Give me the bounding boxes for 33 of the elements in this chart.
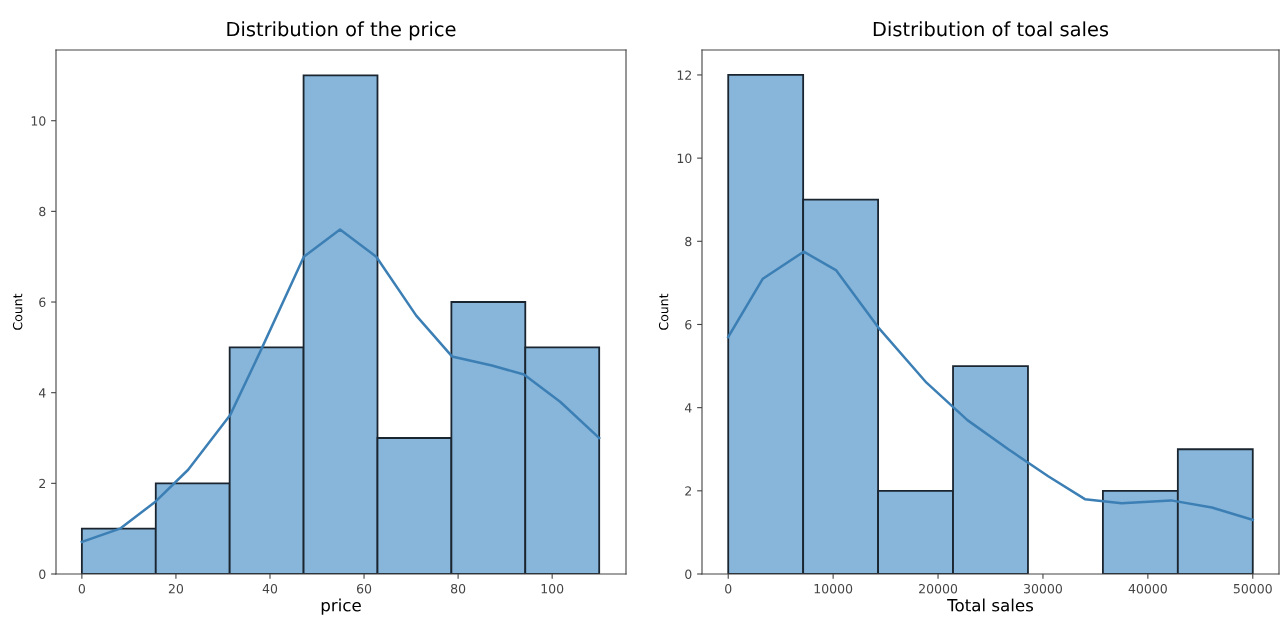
y-axis-title: Count — [12, 293, 23, 330]
x-tick-label: 30000 — [1024, 583, 1063, 594]
y-tick-label: 4 — [38, 388, 46, 398]
x-axis-title: price — [321, 598, 361, 615]
x-axis-title: Total sales — [947, 598, 1034, 612]
x-tick-label: 80 — [451, 583, 466, 594]
line-series — [726, 250, 1255, 522]
x-tick-label: 10000 — [814, 583, 853, 594]
y-tick-label: 0 — [685, 569, 692, 579]
chart-title: Distribution of toal sales — [873, 21, 1109, 37]
y-tick-label: 2 — [39, 478, 46, 489]
y-tick-label: 8 — [39, 206, 46, 217]
y-tick-label: 10 — [31, 116, 46, 126]
x-tick-label: 100 — [541, 583, 564, 594]
y-tick-label: 6 — [685, 319, 692, 330]
y-tick-label: 4 — [684, 403, 692, 413]
x-tick-label: 0 — [725, 583, 732, 594]
y-axis-title: Count — [658, 293, 669, 330]
y-tick-label: 12 — [677, 70, 692, 80]
x-tick-label: 50000 — [1233, 583, 1272, 594]
x-tick-label: 40000 — [1128, 583, 1167, 594]
x-tick-label: 20000 — [919, 583, 958, 594]
x-tick-label: 60 — [356, 583, 372, 594]
y-tick-label: 6 — [39, 297, 46, 307]
x-tick-label: 0 — [78, 583, 86, 594]
x-tick-label: 40 — [262, 583, 278, 594]
line-series — [80, 228, 601, 544]
chart-title: Distribution of the price — [227, 21, 456, 41]
y-tick-label: 8 — [685, 236, 692, 247]
x-tick-label: 20 — [168, 583, 184, 594]
y-tick-label: 2 — [685, 486, 692, 496]
y-tick-label: 10 — [677, 153, 692, 164]
y-tick-label: 0 — [39, 569, 46, 579]
